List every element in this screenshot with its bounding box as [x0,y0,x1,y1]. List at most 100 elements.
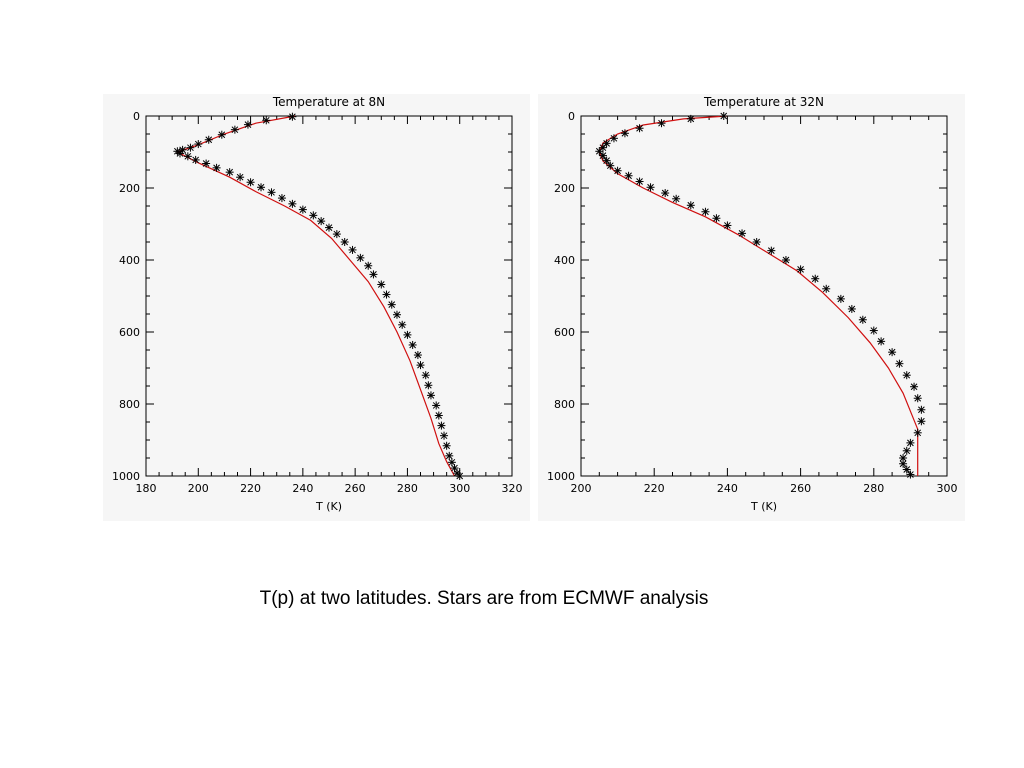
chart-8n-ecmwf-star [434,411,443,420]
chart-8n-xtick-label: 220 [240,482,261,495]
chart-8n-ecmwf-star [377,280,386,289]
chart-8n-ecmwf-star [186,143,195,152]
chart-32n-ecmwf-star [686,114,695,123]
chart-32n-ecmwf-star [602,139,611,148]
figure-caption-text: T(p) at two latitudes. Stars are from EC… [259,588,709,609]
chart-32n: Temperature at 32N 200 220 240 260 280 300 0 200… [538,94,965,521]
chart-8n-ecmwf-star [236,173,245,182]
chart-32n-ecmwf-star [906,438,915,447]
chart-8n-ecmwf-star [398,320,407,329]
chart-32n-title: Temperature at 32N [703,95,824,109]
chart-8n-ecmwf-star [364,261,373,270]
chart-8n-ytick-label: 600 [119,326,140,339]
chart-32n-ecmwf-star [899,459,908,468]
chart-8n-ecmwf-star [317,217,326,226]
chart-32n-ytick-label: 0 [568,110,575,123]
chart-32n-ecmwf-star [917,405,926,414]
chart-8n-ecmwf-star [445,451,454,460]
chart-8n-ecmwf-star [413,351,422,360]
chart-32n-ecmwf-star [902,446,911,455]
chart-32n-ecmwf-star [624,171,633,180]
chart-32n-ecmwf-star [869,326,878,335]
chart-32n-ecmwf-star [609,134,618,143]
chart-32n-svg: Temperature at 32N 200 220 240 260 280 300 0 200… [547,95,958,513]
chart-8n-ecmwf-star [225,168,234,177]
chart-8n-ecmwf-star [416,361,425,370]
chart-8n: Temperature at 8N 180 200 220 240 260 280 300 32… [103,94,530,521]
chart-8n-ecmwf-star [267,188,276,197]
chart-8n-ytick-label: 1000 [112,470,140,483]
chart-8n-ytick-label: 800 [119,398,140,411]
chart-8n-xtick-label: 260 [345,482,366,495]
chart-32n-ecmwf-star [902,465,911,474]
chart-8n-xtick-label: 240 [292,482,313,495]
chart-32n-ecmwf-star [620,129,629,138]
chart-8n-ecmwf-star [246,178,255,187]
chart-8n-xtick-label: 300 [449,482,470,495]
chart-8n-ecmwf-star [175,149,184,158]
chart-32n-ecmwf-star [646,183,655,192]
chart-32n-ecmwf-star [613,166,622,175]
chart-8n-ecmwf-star [408,340,417,349]
chart-32n-ecmwf-star [712,214,721,223]
chart-32n-plot-frame [580,115,948,477]
chart-32n-ytick-label: 200 [554,182,575,195]
chart-8n-ecmwf-star [356,253,365,262]
chart-8n-ecmwf-star [382,290,391,299]
chart-32n-ecmwf-star [606,161,615,170]
chart-32n-ecmwf-star [602,156,611,165]
chart-32n-ecmwf-star [686,201,695,210]
chart-8n-ecmwf-star [298,205,307,214]
chart-8n-ecmwf-star [437,421,446,430]
chart-32n-model-line [598,115,919,476]
chart-8n-ecmwf-star [204,135,213,144]
chart-8n-ecmwf-star [348,245,357,254]
chart-32n-ecmwf-star [895,359,904,368]
chart-8n-ecmwf-star [309,211,318,220]
chart-8n-ecmwf-star [340,238,349,246]
chart-32n-xtick-label: 240 [717,482,738,495]
chart-8n-ecmwf-star [277,194,286,203]
chart-32n-ecmwf-star [701,207,710,216]
chart-8n-ecmwf-star [243,120,252,129]
chart-8n-ecmwf-star [262,116,271,125]
chart-32n-ecmwf-star [767,246,776,255]
chart-32n-ecmwf-star [836,294,845,303]
chart-32n-ecmwf-star [906,470,915,479]
chart-32n-ecmwf-star [796,265,805,274]
chart-32n-ecmwf-star [635,124,644,133]
chart-8n-xtick-label: 200 [188,482,209,495]
chart-32n-ecmwf-star [822,284,831,293]
chart-32n-ecmwf-star [661,189,670,198]
chart-8n-ecmwf-star [325,223,333,232]
chart-32n-ecmwf-star [657,119,666,128]
chart-32n-ecmwf-star [781,256,790,264]
chart-8n-ecmwf-star [447,458,456,467]
chart-8n-xtick-label: 320 [502,482,523,495]
chart-32n-ecmwf-star [847,304,856,313]
chart-8n-xtick-label: 180 [136,482,157,495]
chart-8n-ecmwf-star [392,310,401,319]
chart-32n-ecmwf-star [672,194,681,203]
chart-8n-ecmwf-star [257,183,266,192]
chart-32n-xtick-label: 260 [790,482,811,495]
chart-8n-ecmwf-star [369,270,378,279]
chart-8n-ecmwf-star [183,152,192,161]
chart-8n-ecmwf-star [440,431,449,440]
chart-32n-xtick-label: 200 [571,482,592,495]
chart-8n-ecmwf-star [194,140,203,149]
chart-32n-ecmwf-star [719,112,728,120]
chart-8n-ecmwf-star [288,199,297,208]
chart-8n-ecmwf-star [191,155,200,164]
chart-8n-ecmwf-star [230,125,239,134]
chart-8n-ecmwf-star [202,159,211,168]
chart-8n-svg: Temperature at 8N 180 200 220 240 260 280 300 32… [112,95,523,513]
chart-32n-ecmwf-star [723,221,732,230]
chart-8n-ecmwf-star [421,371,430,380]
chart-8n-xtick-label: 280 [397,482,418,495]
chart-8n-plot-frame [145,115,513,477]
chart-8n-ytick-label: 200 [119,182,140,195]
chart-8n-ecmwf-star [442,441,451,450]
chart-8n-ecmwf-star [332,230,341,239]
chart-8n-ecmwf-star [426,391,435,400]
